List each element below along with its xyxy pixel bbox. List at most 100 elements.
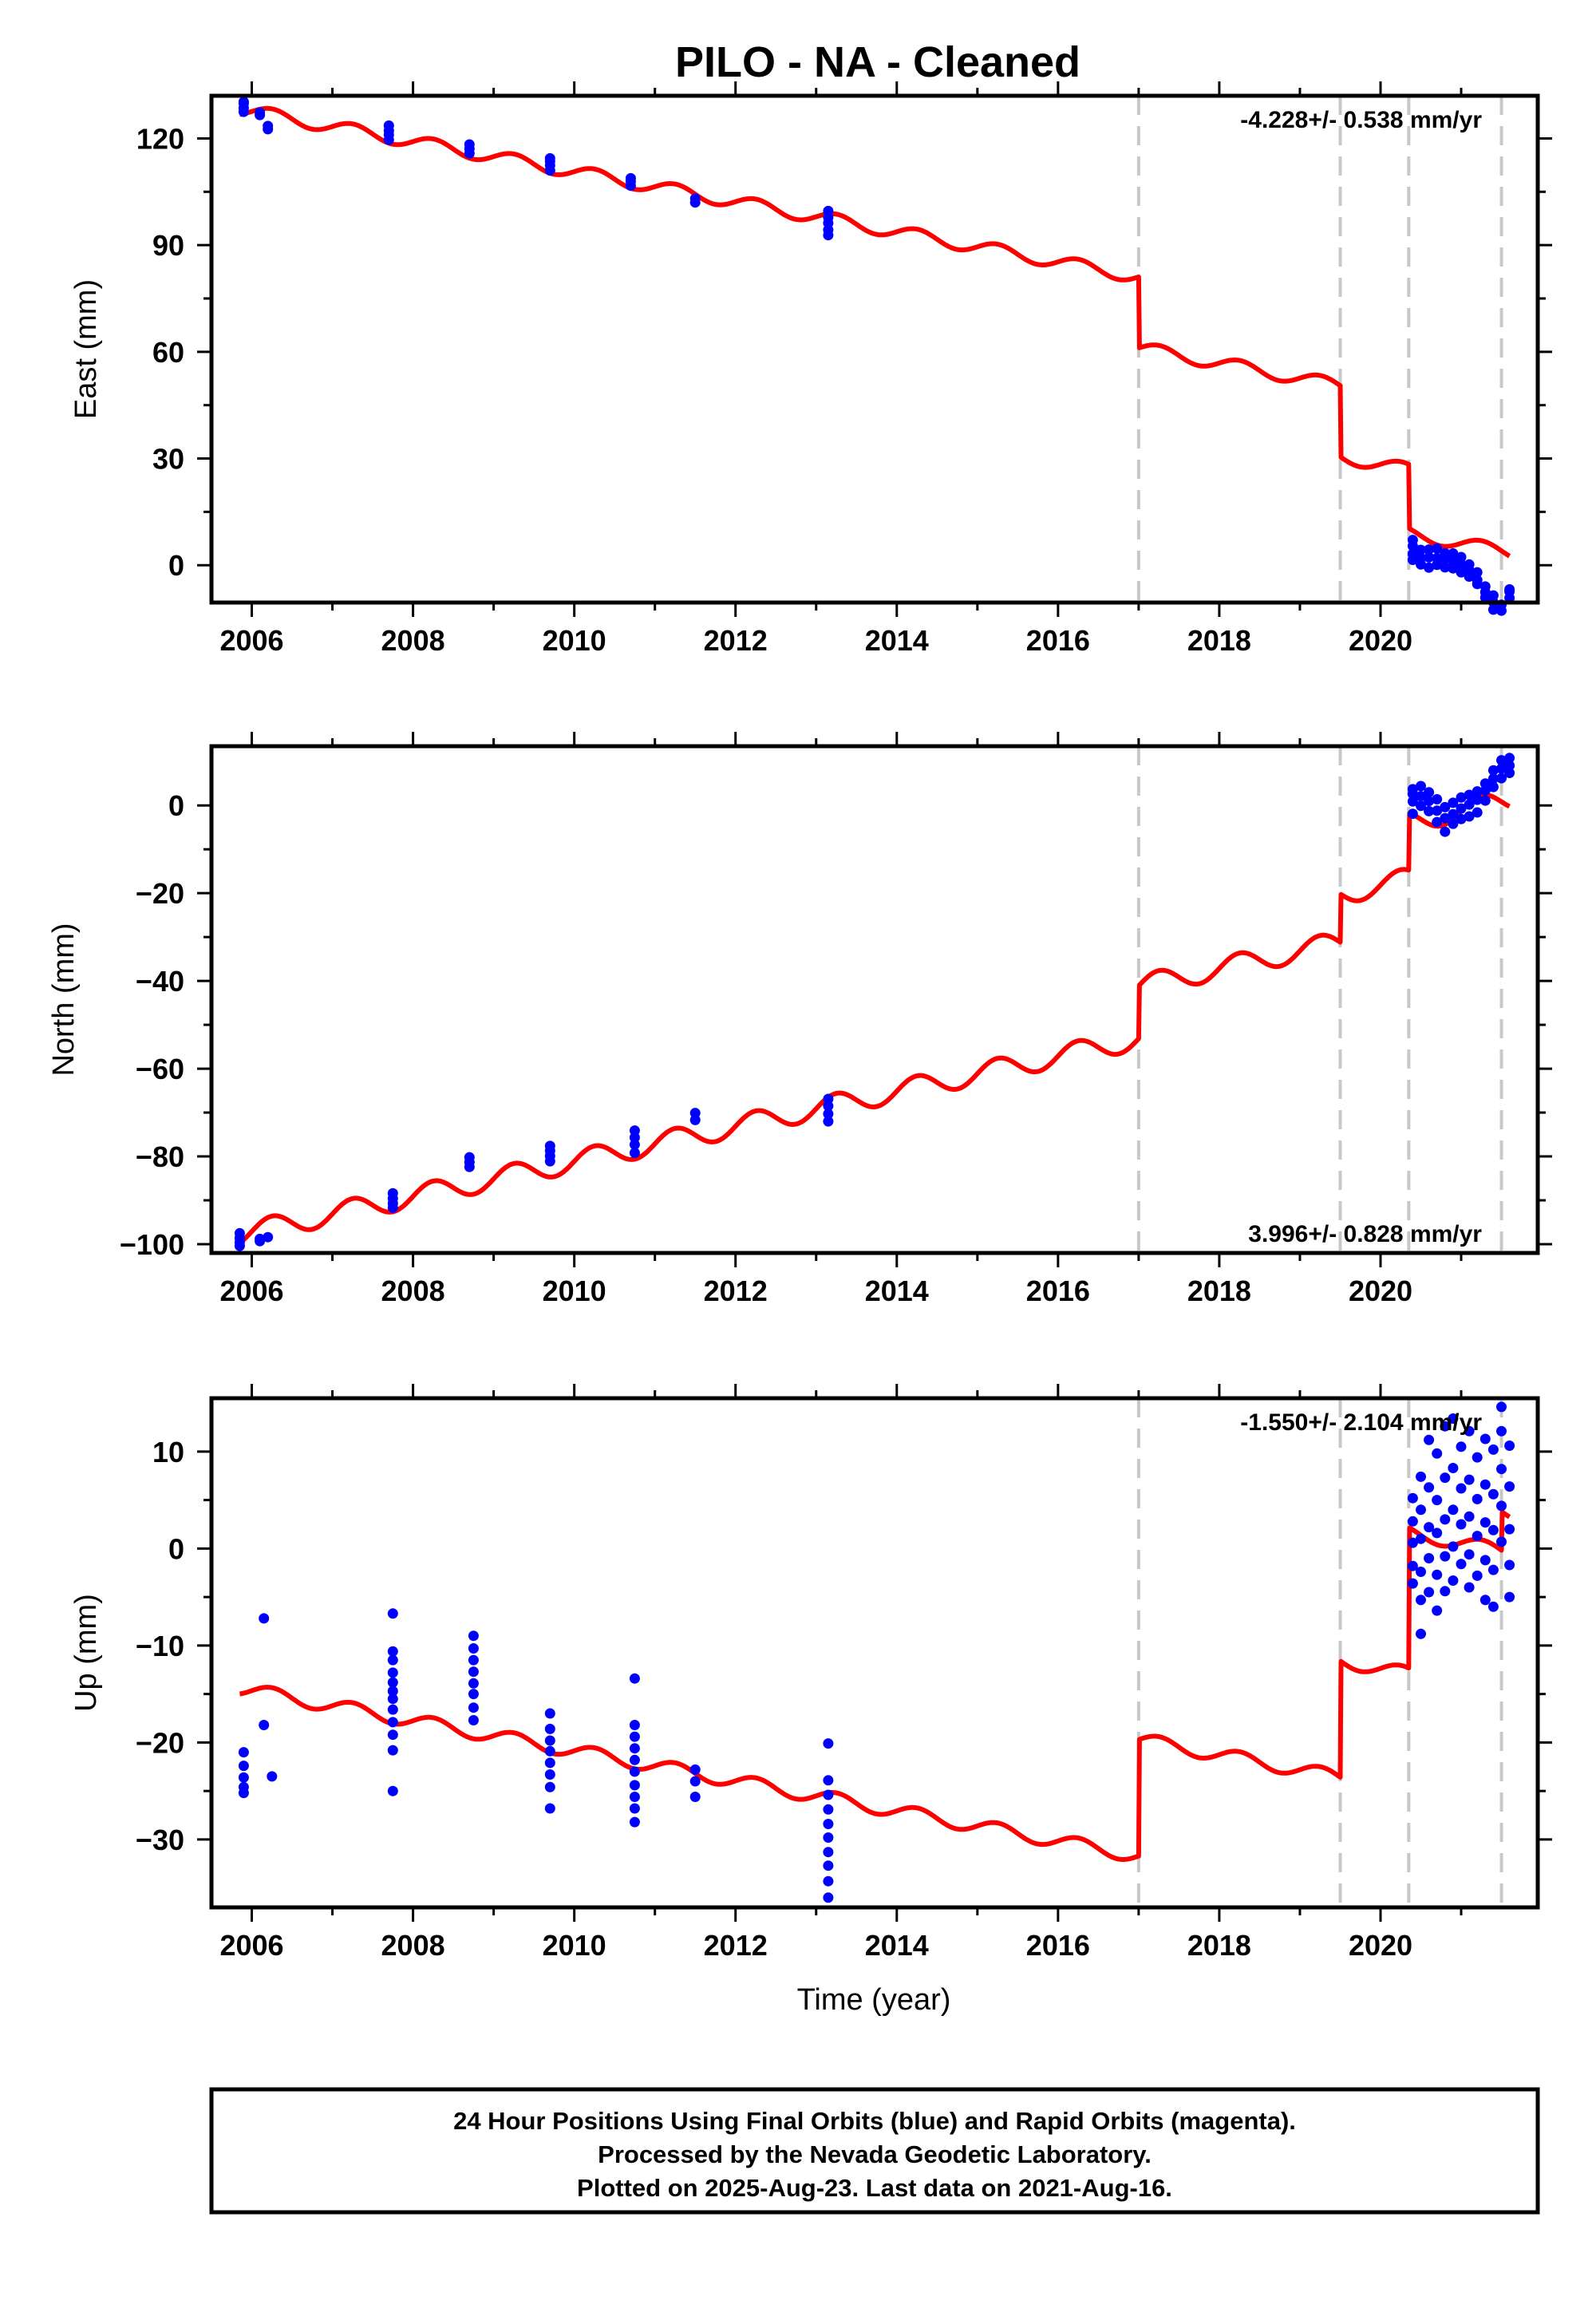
east-panel: 2006 2008 2010 2012 2014 2016 2018 2020 0 30 60 90 1… <box>69 81 1552 657</box>
up-data-point <box>1504 1481 1515 1492</box>
up-data-point <box>1479 1595 1491 1606</box>
east-x-tick-label: 2014 <box>865 624 929 657</box>
east-x-tick-label: 2018 <box>1187 624 1251 657</box>
up-data-point <box>544 1723 555 1734</box>
up-data-point <box>1479 1517 1491 1528</box>
up-x-tick-label: 2014 <box>865 1929 929 1962</box>
east-data-point <box>1448 555 1459 567</box>
north-data-point <box>263 1231 274 1243</box>
up-data-point <box>1416 1471 1426 1482</box>
up-panel: 2006 2008 2010 2012 2014 2016 2018 2020 −30 −20 −1… <box>69 1384 1552 1962</box>
figure-title: PILO - NA - Cleaned <box>675 38 1080 86</box>
up-data-point <box>238 1772 249 1783</box>
east-data-point <box>464 139 475 150</box>
up-data-point <box>468 1689 479 1700</box>
up-y-tick-label: −30 <box>136 1824 184 1856</box>
north-data-point <box>1407 808 1418 820</box>
up-data-point <box>1407 1537 1418 1548</box>
east-data-point <box>238 97 249 108</box>
north-data-point <box>1416 800 1426 812</box>
footer-line-2: Processed by the Nevada Geodetic Laborat… <box>598 2140 1152 2168</box>
up-data-point <box>1432 1495 1443 1506</box>
up-data-point <box>1464 1474 1475 1485</box>
north-data-point <box>1440 812 1451 824</box>
north-data-point <box>1496 773 1507 784</box>
east-data-point <box>1456 567 1467 578</box>
north-data-point <box>1464 789 1475 800</box>
north-data-point <box>1487 765 1499 776</box>
east-rate-label: -4.228+/- 0.538 mm/yr <box>1240 107 1482 133</box>
north-data-point <box>823 1116 834 1127</box>
up-data-point <box>1407 1578 1418 1589</box>
north-data-point <box>1424 787 1435 798</box>
up-data-point <box>1472 1493 1483 1504</box>
east-data-point <box>1432 559 1443 571</box>
east-data-point <box>1487 604 1499 615</box>
north-data-point <box>823 1101 834 1112</box>
north-model-curve <box>238 792 1511 1245</box>
up-x-tick-label: 2012 <box>704 1929 768 1962</box>
up-data-point <box>629 1743 640 1754</box>
up-data-point <box>1448 1463 1459 1473</box>
east-data-point <box>544 152 555 164</box>
east-data-point <box>1416 544 1426 555</box>
up-data-point <box>1440 1421 1451 1432</box>
east-data-point <box>823 205 834 216</box>
up-data-point <box>1424 1522 1435 1533</box>
up-x-tick-label: 2006 <box>219 1929 283 1962</box>
up-data-point <box>468 1715 479 1725</box>
up-x-tick-label: 2016 <box>1026 1929 1090 1962</box>
up-data-point <box>238 1788 249 1799</box>
east-model-curve <box>238 105 1511 559</box>
east-data-point <box>383 120 394 131</box>
north-data-point <box>234 1240 245 1251</box>
up-data-point <box>1504 1591 1515 1603</box>
up-data-point <box>1416 1504 1426 1516</box>
up-data-point <box>629 1792 640 1802</box>
north-data-point <box>1504 760 1515 771</box>
north-data-point <box>1456 813 1467 824</box>
north-data-point <box>1496 755 1507 766</box>
up-data-point <box>1487 1488 1499 1500</box>
north-data-point <box>1504 768 1515 778</box>
east-data-point <box>1407 555 1418 565</box>
north-data-point <box>1407 796 1418 807</box>
north-data-point <box>1448 797 1459 808</box>
east-data-point <box>1448 563 1459 574</box>
north-data-point <box>1440 801 1451 812</box>
east-data-point <box>1432 543 1443 554</box>
north-data-point <box>1416 791 1426 802</box>
up-data-point <box>1456 1559 1467 1570</box>
east-data-point <box>1472 579 1483 590</box>
up-data-point <box>1464 1425 1475 1437</box>
up-data-point <box>387 1667 398 1678</box>
up-data-point <box>823 1860 834 1871</box>
up-data-point <box>544 1745 555 1757</box>
up-data-point <box>387 1704 398 1715</box>
north-data-point <box>1487 773 1499 785</box>
east-x-tick-label: 2012 <box>704 624 768 657</box>
up-data-point <box>689 1792 701 1802</box>
up-data-point <box>1440 1472 1451 1484</box>
north-data-point <box>1424 796 1435 807</box>
up-data-point <box>823 1892 834 1903</box>
up-data-point <box>1496 1464 1507 1475</box>
up-data-point <box>1456 1483 1467 1494</box>
up-data-point <box>468 1654 479 1666</box>
up-data-point <box>1440 1514 1451 1525</box>
east-data-point <box>1456 551 1467 563</box>
up-data-point <box>823 1832 834 1843</box>
up-x-tick-label: 2020 <box>1349 1929 1412 1962</box>
east-y-tick-label: 0 <box>168 549 184 582</box>
east-data-point <box>1472 567 1483 578</box>
up-data-point <box>387 1717 398 1728</box>
north-rate-label: 3.996+/- 0.828 mm/yr <box>1248 1221 1482 1247</box>
up-y-axis-label: Up (mm) <box>69 1594 103 1712</box>
up-data-point <box>629 1731 640 1742</box>
up-data-point <box>1496 1425 1507 1437</box>
north-data-point <box>1496 763 1507 774</box>
up-data-point <box>1424 1482 1435 1493</box>
up-data-point <box>1496 1536 1507 1547</box>
north-data-point <box>629 1148 640 1159</box>
up-data-point <box>1472 1531 1483 1542</box>
